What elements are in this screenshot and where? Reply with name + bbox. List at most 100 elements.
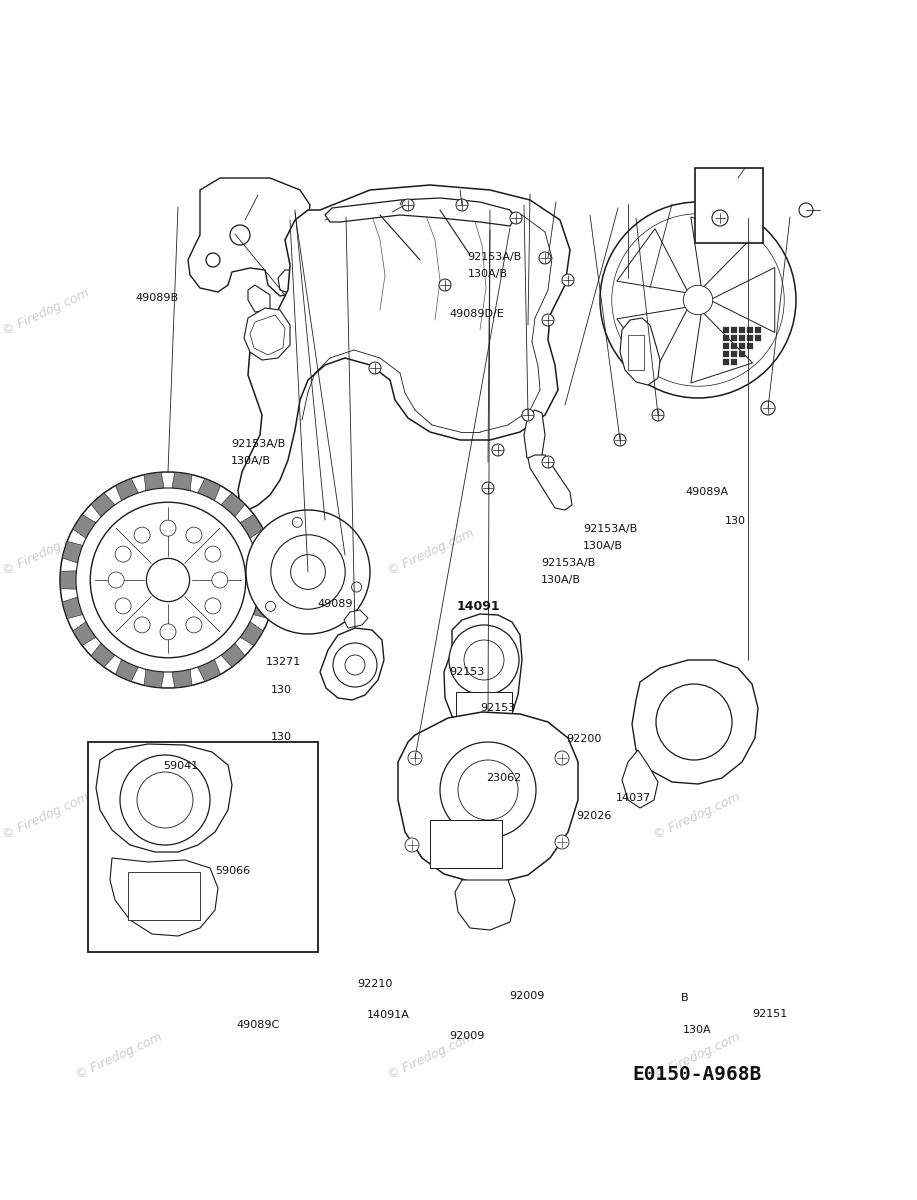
Polygon shape: [260, 571, 276, 589]
Polygon shape: [91, 493, 115, 517]
Circle shape: [186, 617, 202, 632]
Polygon shape: [240, 515, 263, 539]
Text: 92200: 92200: [567, 734, 602, 744]
Polygon shape: [62, 596, 83, 619]
Polygon shape: [62, 541, 83, 563]
Circle shape: [522, 409, 534, 421]
Polygon shape: [144, 670, 164, 688]
Polygon shape: [344, 610, 368, 628]
Polygon shape: [325, 198, 515, 226]
Circle shape: [458, 760, 518, 820]
Text: 59041: 59041: [163, 761, 198, 770]
Text: 23062: 23062: [486, 773, 521, 782]
Text: 13271: 13271: [266, 658, 301, 667]
Polygon shape: [188, 178, 318, 296]
Polygon shape: [691, 217, 753, 289]
Text: © Firedog.com: © Firedog.com: [651, 287, 743, 337]
Circle shape: [456, 199, 468, 211]
Text: 49089: 49089: [317, 599, 353, 608]
Circle shape: [408, 751, 422, 766]
Circle shape: [652, 409, 664, 421]
Circle shape: [439, 278, 451, 290]
Polygon shape: [528, 455, 572, 510]
Circle shape: [339, 550, 351, 560]
Polygon shape: [278, 270, 302, 295]
Circle shape: [686, 288, 710, 312]
Polygon shape: [710, 268, 775, 332]
Polygon shape: [244, 308, 290, 360]
Circle shape: [212, 572, 227, 588]
Text: 59066: 59066: [215, 866, 250, 876]
Text: 130A/B: 130A/B: [541, 575, 581, 584]
Text: © Firedog.com: © Firedog.com: [0, 791, 92, 841]
Circle shape: [762, 402, 774, 414]
Bar: [723, 335, 729, 341]
Circle shape: [271, 535, 345, 610]
Circle shape: [539, 252, 551, 264]
Bar: [739, 335, 745, 341]
Polygon shape: [171, 670, 192, 688]
Text: 92210: 92210: [358, 979, 393, 989]
Bar: [755, 326, 761, 332]
Text: © Firedog.com: © Firedog.com: [73, 1031, 165, 1081]
Text: 14037: 14037: [616, 793, 651, 803]
Bar: [747, 343, 753, 349]
Circle shape: [761, 401, 775, 415]
Polygon shape: [96, 744, 232, 852]
Polygon shape: [691, 311, 753, 383]
Polygon shape: [240, 622, 263, 646]
Circle shape: [160, 624, 176, 640]
Circle shape: [555, 751, 569, 766]
Text: 92153A/B: 92153A/B: [583, 524, 637, 534]
Polygon shape: [91, 643, 115, 667]
Bar: [723, 359, 729, 365]
Polygon shape: [524, 410, 545, 460]
Bar: [739, 343, 745, 349]
Circle shape: [266, 601, 275, 611]
Circle shape: [204, 598, 221, 614]
Bar: [695, 168, 763, 242]
Bar: [628, 335, 644, 370]
Text: © Firedog.com: © Firedog.com: [651, 1031, 743, 1081]
Text: 92153: 92153: [481, 703, 515, 713]
Circle shape: [116, 598, 131, 614]
Circle shape: [482, 482, 494, 494]
Polygon shape: [171, 473, 192, 491]
Circle shape: [291, 554, 326, 589]
Bar: [747, 326, 753, 332]
Text: 92153A/B: 92153A/B: [468, 252, 522, 262]
Bar: [739, 326, 745, 332]
Text: © Firedog.com: © Firedog.com: [385, 527, 477, 577]
Bar: [731, 359, 737, 365]
Polygon shape: [617, 229, 689, 293]
Text: 130A: 130A: [683, 1025, 712, 1034]
Circle shape: [405, 838, 419, 852]
Bar: [731, 343, 737, 349]
Circle shape: [147, 558, 190, 601]
Circle shape: [246, 510, 370, 634]
Text: E0150-A968B: E0150-A968B: [633, 1064, 762, 1084]
Circle shape: [134, 527, 150, 544]
Circle shape: [134, 617, 150, 632]
Polygon shape: [221, 493, 245, 517]
Text: 130A/B: 130A/B: [468, 269, 508, 278]
Circle shape: [562, 274, 574, 286]
Polygon shape: [622, 750, 658, 808]
Circle shape: [542, 456, 554, 468]
Polygon shape: [398, 712, 578, 882]
Circle shape: [230, 226, 250, 245]
Circle shape: [186, 527, 202, 544]
Text: 92009: 92009: [509, 991, 545, 1001]
Text: B: B: [680, 994, 688, 1003]
Polygon shape: [455, 880, 515, 930]
Bar: [430, 820, 502, 868]
Text: 130: 130: [271, 732, 292, 742]
Circle shape: [440, 742, 536, 838]
Circle shape: [160, 520, 176, 536]
Polygon shape: [444, 614, 522, 732]
Text: 14091: 14091: [457, 600, 501, 612]
Bar: [755, 335, 761, 341]
Text: © Firedog.com: © Firedog.com: [651, 791, 743, 841]
Text: © Firedog.com: © Firedog.com: [385, 1031, 477, 1081]
Bar: [731, 326, 737, 332]
